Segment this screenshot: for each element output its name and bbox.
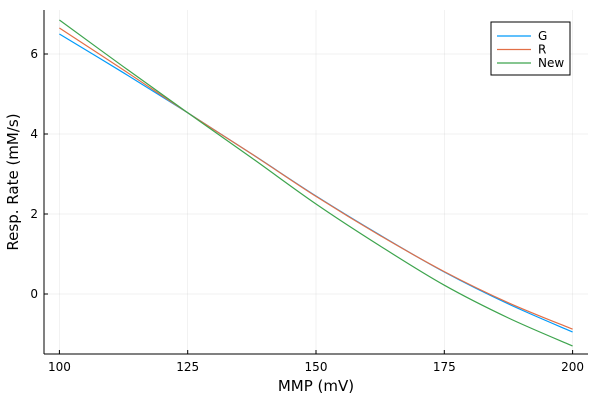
ticks: 100 125 150 175 200 0 2 4 6 bbox=[30, 47, 584, 374]
x-axis-title: MMP (mV) bbox=[278, 377, 354, 395]
y-tick-label: 4 bbox=[30, 127, 38, 141]
legend-box bbox=[490, 21, 571, 76]
legend-label-new: New bbox=[538, 56, 564, 70]
y-tick-label: 2 bbox=[30, 207, 38, 221]
series-line-new bbox=[59, 19, 573, 347]
legend-label-r: R bbox=[538, 43, 546, 57]
y-tick-label: 0 bbox=[30, 287, 38, 301]
x-tick-label: 125 bbox=[176, 360, 199, 374]
x-tick-label: 150 bbox=[305, 360, 328, 374]
x-tick-label: 175 bbox=[433, 360, 456, 374]
y-axis-title: Resp. Rate (mM/s) bbox=[4, 113, 22, 250]
x-tick-label: 100 bbox=[48, 360, 71, 374]
series-line-r bbox=[59, 27, 573, 330]
legend-label-g: G bbox=[538, 29, 547, 43]
series-lines bbox=[59, 19, 573, 347]
y-tick-label: 6 bbox=[30, 47, 38, 61]
x-tick-label: 200 bbox=[561, 360, 584, 374]
